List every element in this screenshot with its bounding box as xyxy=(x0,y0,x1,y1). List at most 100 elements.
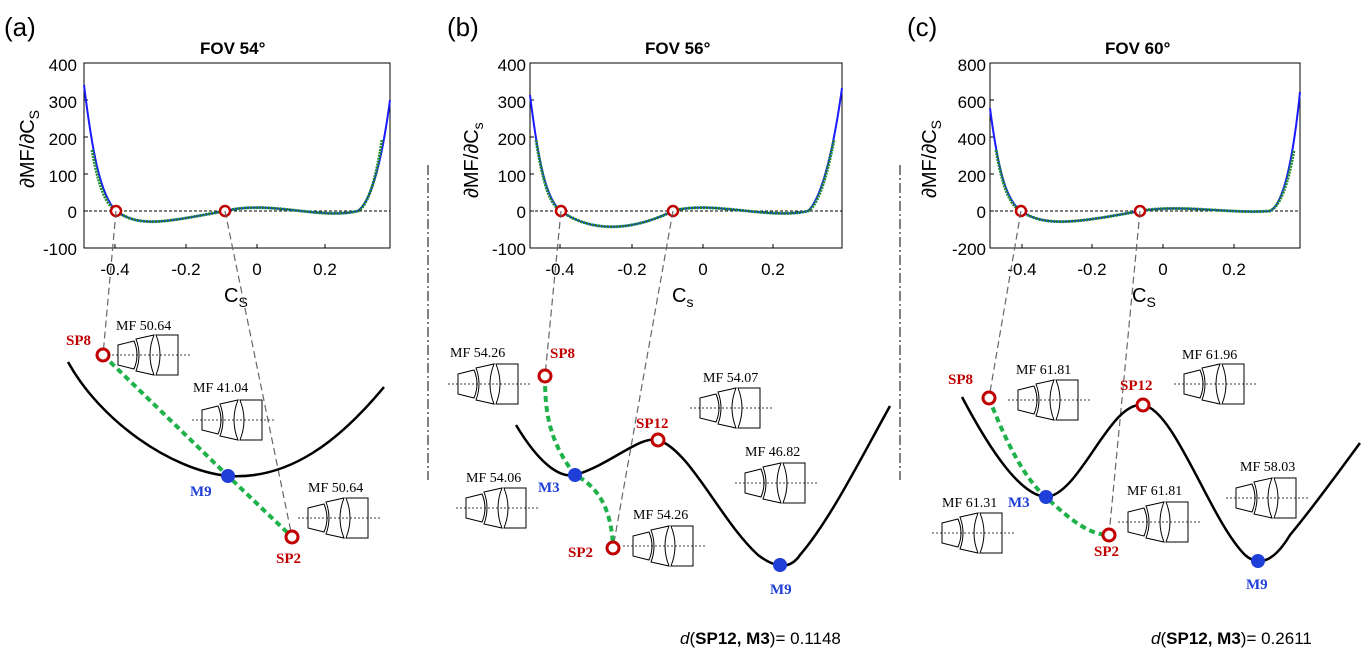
y-tick: 600 xyxy=(958,93,986,112)
x-tick: 0.2 xyxy=(761,260,785,279)
saddle-point-sp2 xyxy=(605,540,621,556)
x-ticks: -0.4 -0.2 0 0.2 xyxy=(1007,260,1245,279)
y-tick: 400 xyxy=(49,56,77,75)
point-label: SP8 xyxy=(948,372,973,388)
y-tick: 100 xyxy=(498,167,526,186)
point-label: SP8 xyxy=(66,333,91,349)
point-label: SP12 xyxy=(636,416,669,432)
projection-line xyxy=(102,210,117,356)
projection-line xyxy=(224,210,293,538)
x-tick: 0.2 xyxy=(1222,260,1246,279)
lens-icon xyxy=(1173,363,1257,405)
lens-icon xyxy=(191,399,275,441)
panel-label: (b) xyxy=(447,12,479,42)
mf-label: MF 50.64 xyxy=(116,319,171,334)
panel-c: (c) FOV 60° ∂MF/∂CS CS 800 600 400 200 0… xyxy=(907,12,1362,648)
y-axis-label: ∂MF/∂CS xyxy=(919,120,944,198)
y-tick: -100 xyxy=(43,240,77,259)
derivative-curve-blue xyxy=(83,84,391,223)
projection-line xyxy=(544,210,562,377)
saddle-point-sp2 xyxy=(1101,527,1117,543)
saddle-point-sp8 xyxy=(981,390,997,406)
x-tick: -0.4 xyxy=(100,260,129,279)
saddle-point-sp8 xyxy=(537,368,553,384)
y-tick: 200 xyxy=(49,130,77,149)
lens-icon xyxy=(622,525,706,567)
projection-line xyxy=(612,210,674,549)
point-label: SP2 xyxy=(568,545,593,561)
y-tick: 400 xyxy=(958,130,986,149)
x-tick: -0.2 xyxy=(617,260,646,279)
mf-label: MF 61.31 xyxy=(942,496,997,511)
lens-icon xyxy=(931,512,1015,554)
point-label: SP2 xyxy=(1094,544,1119,560)
y-tick: -100 xyxy=(492,240,526,259)
y-tick: 100 xyxy=(49,167,77,186)
x-tick: 0 xyxy=(698,260,707,279)
panel-label: (c) xyxy=(907,12,937,42)
y-tick: 200 xyxy=(498,130,526,149)
y-ticks: 400 300 200 100 0 -100 xyxy=(492,56,526,259)
x-axis-label: CS xyxy=(1132,285,1156,310)
plot-area xyxy=(529,62,843,249)
panel-label: (a) xyxy=(4,12,36,42)
y-ticks: 800 600 400 200 0 -200 xyxy=(952,56,986,259)
y-tick: 300 xyxy=(498,93,526,112)
x-tick: 0 xyxy=(252,260,261,279)
mf-label: MF 61.81 xyxy=(1127,484,1182,499)
lens-icon xyxy=(1007,379,1091,421)
mf-label: MF 50.64 xyxy=(308,481,363,496)
y-tick: 0 xyxy=(977,203,986,222)
point-label: SP2 xyxy=(276,551,301,567)
mf-label: MF 54.26 xyxy=(633,508,688,523)
tick-marks xyxy=(530,99,774,248)
x-tick: -0.2 xyxy=(1077,260,1106,279)
mf-label: MF 54.26 xyxy=(450,346,505,361)
x-ticks: -0.4 -0.2 0 0.2 xyxy=(545,260,784,279)
derivative-curve-green xyxy=(534,139,836,229)
y-axis-label: ∂MF/∂CS xyxy=(17,110,42,188)
chart-title: FOV 56° xyxy=(645,39,711,58)
x-axis-label: Cs xyxy=(672,285,693,310)
plot-area xyxy=(83,62,391,249)
mf-label: MF 58.03 xyxy=(1240,460,1295,475)
distance-label: d(SP12, M3)= 0.2611 xyxy=(1151,629,1312,648)
point-label: M3 xyxy=(1008,495,1030,511)
minimum-m3 xyxy=(1039,490,1053,504)
lens-icon xyxy=(1117,501,1201,543)
derivative-curve-blue xyxy=(529,87,843,228)
tick-marks xyxy=(84,99,326,248)
point-label: M9 xyxy=(190,484,212,500)
x-tick: -0.2 xyxy=(171,260,200,279)
y-tick: 0 xyxy=(517,203,526,222)
y-tick: -200 xyxy=(952,240,986,259)
y-ticks: 400 300 200 100 0 -100 xyxy=(43,56,77,259)
landscape-curve xyxy=(960,396,1362,563)
lens-icon xyxy=(734,462,818,504)
lens-icon xyxy=(455,487,539,529)
plot-area xyxy=(989,62,1301,249)
x-tick: 0.2 xyxy=(313,260,337,279)
x-ticks: -0.4 -0.2 0 0.2 xyxy=(100,260,336,279)
y-tick: 300 xyxy=(49,93,77,112)
chart-title: FOV 60° xyxy=(1105,39,1171,58)
mf-label: MF 61.96 xyxy=(1182,348,1237,363)
y-tick: 0 xyxy=(68,203,77,222)
minimum-m9 xyxy=(221,469,235,483)
derivative-curve-blue xyxy=(989,91,1301,223)
point-label: SP12 xyxy=(1120,378,1153,394)
saddle-point-sp2 xyxy=(284,529,300,545)
minimum-m9 xyxy=(773,558,787,572)
minimum-m9 xyxy=(1251,554,1265,568)
minimum-m3 xyxy=(568,468,582,482)
panel-a: (a) FOV 54° ∂MF/∂CS CS 400 300 200 100 0… xyxy=(4,12,391,567)
point-label: M9 xyxy=(1246,577,1268,593)
panel-b: (b) FOV 56° ∂MF/∂Cs Cs 400 300 200 100 0… xyxy=(447,12,892,648)
saddle-point-sp8 xyxy=(95,347,111,363)
mf-label: MF 54.07 xyxy=(703,371,758,386)
distance-label: d(SP12, M3)= 0.1148 xyxy=(680,629,841,648)
x-axis-label: CS xyxy=(224,285,248,310)
x-tick: -0.4 xyxy=(545,260,574,279)
tick-marks xyxy=(990,99,1235,248)
